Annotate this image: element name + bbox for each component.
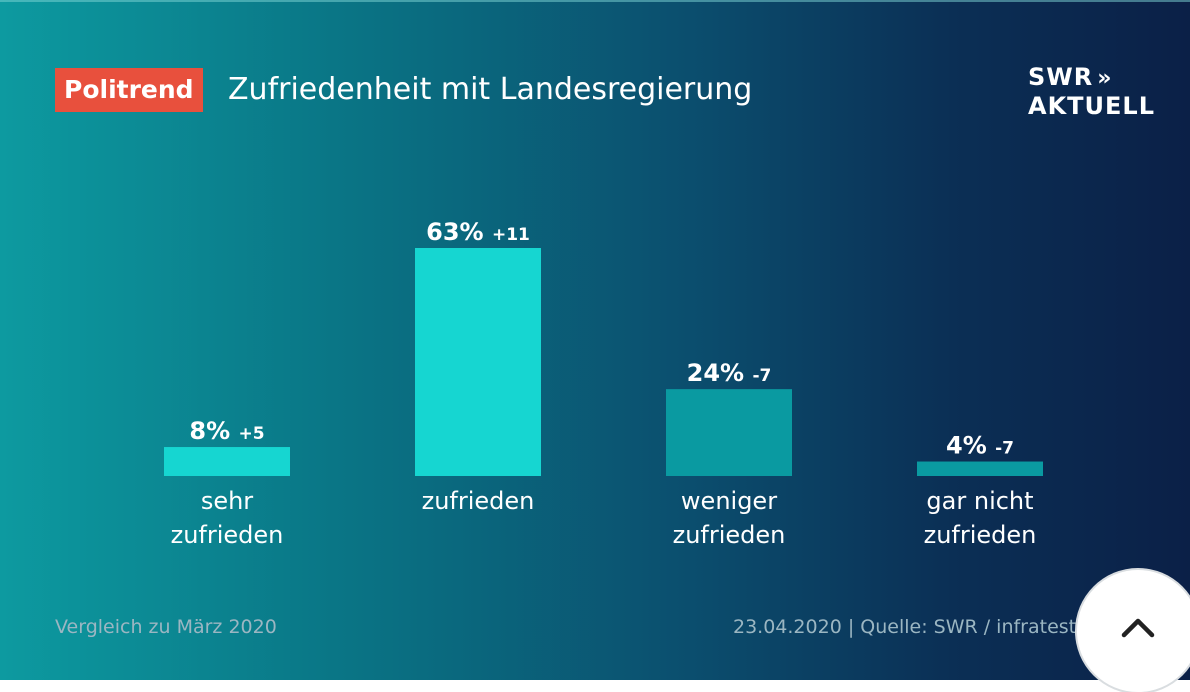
politrend-badge: Politrend (55, 68, 203, 112)
category-label-3: weniger zufrieden (673, 487, 786, 549)
data-label-4: 4% -7 (946, 432, 1014, 460)
data-label-3: 24% -7 (687, 359, 772, 387)
bar-1 (164, 447, 290, 476)
scroll-up-button[interactable] (1077, 570, 1190, 692)
top-divider (0, 0, 1190, 2)
chevron-up-icon (1121, 618, 1155, 638)
bar-2 (415, 248, 541, 476)
category-label-1: sehr zufrieden (171, 487, 284, 549)
bar-4 (917, 461, 1043, 476)
data-label-2: 63% +11 (426, 218, 530, 246)
category-label-4: gar nicht zufrieden (924, 487, 1037, 549)
logo-line2: AKTUELL (1028, 92, 1156, 120)
source-note: 23.04.2020 | Quelle: SWR / infratest (733, 616, 1077, 638)
logo-line1: SWR (1028, 63, 1094, 91)
bar-3 (666, 389, 792, 476)
comparison-note: Vergleich zu März 2020 (55, 616, 277, 638)
chart-title: Zufriedenheit mit Landesregierung (228, 72, 753, 107)
swr-aktuell-logo: SWR» AKTUELL (1028, 64, 1155, 120)
category-label-2: zufrieden (422, 487, 535, 515)
data-label-1: 8% +5 (189, 417, 264, 445)
